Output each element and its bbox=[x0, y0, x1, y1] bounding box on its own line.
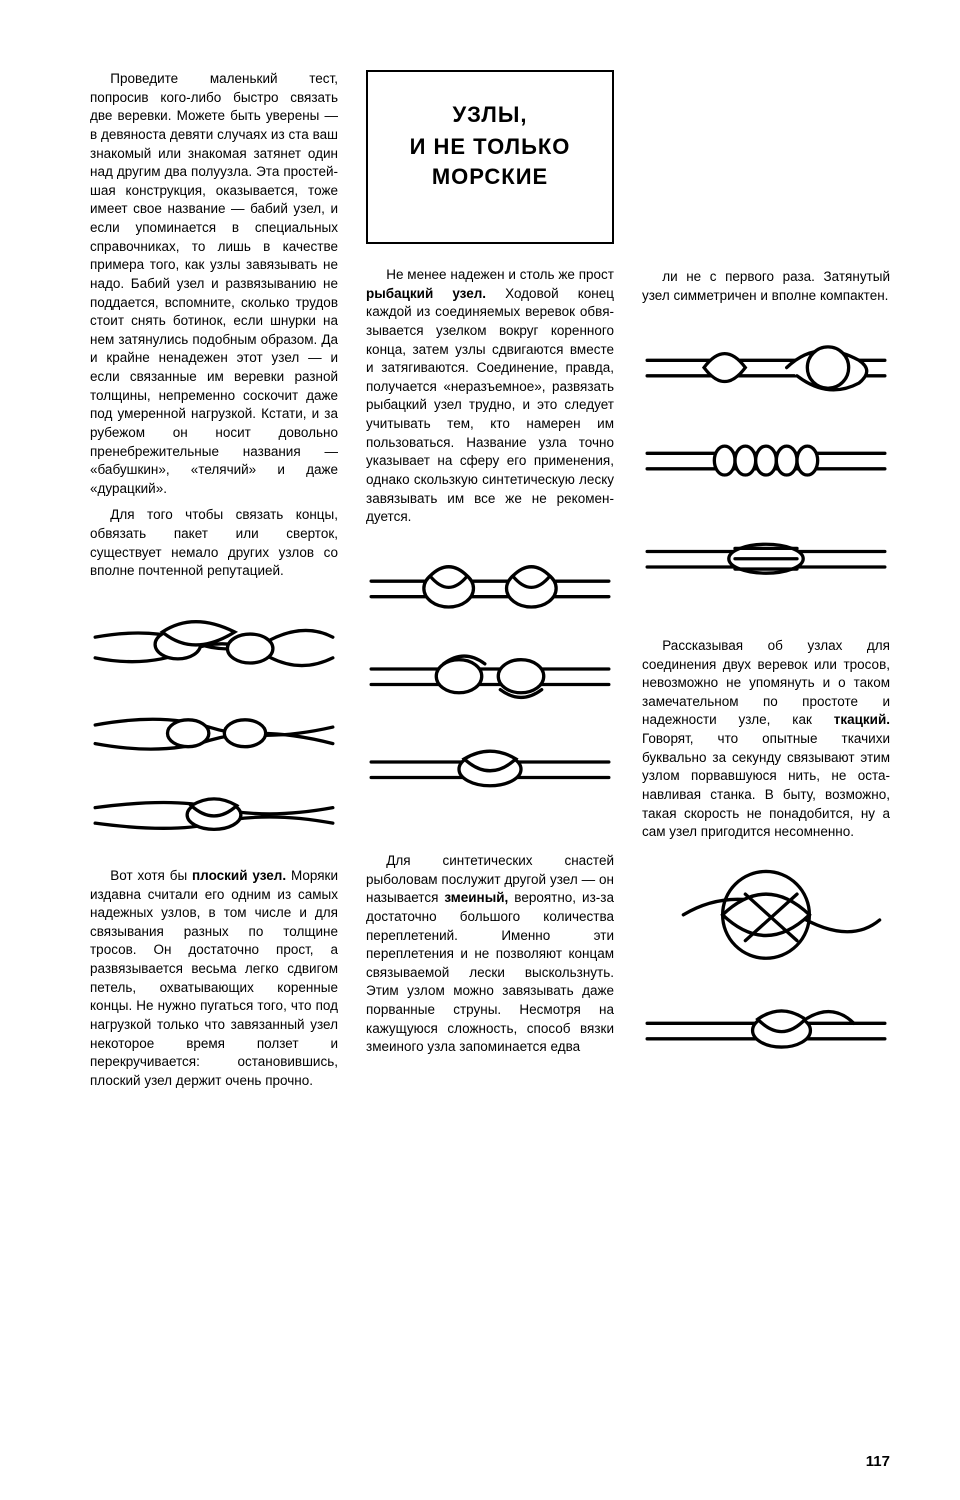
figure-fisherman-knot bbox=[366, 545, 614, 834]
page: Проведите маленький тест, попросив кого-… bbox=[0, 0, 960, 1500]
article-title-box: УЗЛЫ, И НЕ ТОЛЬКО МОРСКИЕ bbox=[366, 70, 614, 244]
column-2: УЗЛЫ, И НЕ ТОЛЬКО МОРСКИЕ Не менее надеж… bbox=[366, 70, 614, 1460]
col1-para-2: Для того чтобы связать концы, обвязать п… bbox=[90, 506, 338, 581]
figure-flat-knot bbox=[90, 601, 338, 849]
col3-para-2: Рассказывая об узлах для соединения двух… bbox=[642, 637, 890, 842]
column-layout: Проведите маленький тест, попросив кого-… bbox=[90, 70, 890, 1460]
fisherman-knot-svg bbox=[366, 545, 614, 834]
snake-knot-svg bbox=[642, 319, 890, 619]
col2-p1-bold: рыбацкий узел. bbox=[366, 286, 486, 301]
col3-p2-c: Говорят, что опытные ткачихи буквально з… bbox=[642, 731, 890, 839]
title-line-2: И НЕ ТОЛЬКО bbox=[382, 134, 598, 160]
col2-p2-c: вероятно, из-за доста­точно большого кол… bbox=[366, 890, 614, 1054]
page-number: 117 bbox=[866, 1453, 890, 1470]
col1-p3-a: Вот хотя бы bbox=[110, 868, 192, 883]
col2-para-2: Для синтетических снастей рыболовам посл… bbox=[366, 852, 614, 1057]
col1-p3-c: Моряки издавна считали его одним из самы… bbox=[90, 868, 338, 1088]
col2-para-1: Не менее надежен и столь же прост рыбацк… bbox=[366, 266, 614, 527]
col3-p2-bold: ткац­кий. bbox=[834, 712, 890, 727]
title-box-spacer bbox=[642, 70, 890, 268]
flat-knot-svg bbox=[90, 601, 338, 849]
weaver-knot-svg bbox=[642, 858, 890, 1065]
column-1: Проведите маленький тест, попросив кого-… bbox=[90, 70, 338, 1460]
title-line-3: МОРСКИЕ bbox=[382, 164, 598, 190]
col2-p1-a: Не менее надежен и столь же прост bbox=[386, 267, 614, 282]
col1-p3-bold: плоский узел. bbox=[192, 868, 286, 883]
figure-weaver-knot bbox=[642, 858, 890, 1065]
title-line-1: УЗЛЫ, bbox=[382, 102, 598, 128]
column-3: ли не с первого раза. Затя­нутый узел си… bbox=[642, 70, 890, 1460]
col3-para-1: ли не с первого раза. Затя­нутый узел си… bbox=[642, 268, 890, 305]
col2-p1-c: Ходовой конец каждой из соединяемых вере… bbox=[366, 286, 614, 525]
col2-p2-bold: змеи­ный, bbox=[444, 890, 508, 905]
col1-para-3: Вот хотя бы плоский узел. Моряки издавна… bbox=[90, 867, 338, 1091]
col1-para-1: Проведите маленький тест, попросив кого-… bbox=[90, 70, 338, 498]
figure-snake-knot bbox=[642, 319, 890, 619]
